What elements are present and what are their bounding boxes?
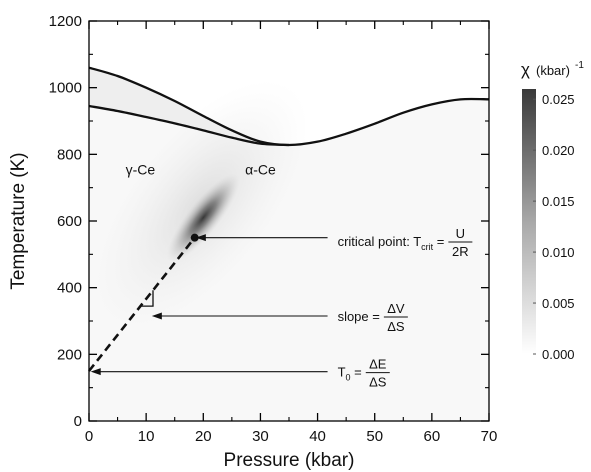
colorbar-tick-label: 0.000 [542, 347, 575, 362]
coexistence-region-fill [89, 67, 289, 145]
phase-boundary-lower [88, 104, 290, 147]
colorbar-tick-label: 0.010 [542, 245, 575, 260]
annotation-t0: T0 = ΔE ΔS [90, 357, 390, 390]
y-tick-label: 1200 [49, 13, 82, 30]
annotation-fraction-numerator: ΔE [369, 357, 387, 372]
slope-triangle-marker [140, 290, 154, 307]
region-label: α-Ce [245, 161, 276, 177]
x-tick-label: 60 [424, 428, 441, 445]
x-tick-label: 0 [85, 428, 93, 445]
critical-point-marker [190, 233, 199, 242]
colorbar-gradient [522, 89, 536, 354]
y-axis-title: Temperature (K) [8, 152, 29, 289]
colorbar-tick-label: 0.015 [542, 194, 575, 209]
x-tick-label: 10 [138, 428, 155, 445]
heatmap-susceptibility-peak [166, 173, 240, 262]
colorbar: χ (kbar) -1 0.0000.0050.0100.0150.0200.0… [521, 60, 584, 362]
y-tick-label: 0 [74, 413, 82, 430]
colorbar-ticks: 0.000 0.005 0.010 0.015 0.020 0.025 [533, 92, 575, 362]
annotation-fraction-denominator: ΔS [369, 375, 387, 390]
y-tick-label: 800 [57, 146, 82, 163]
annotation-arrow-head [90, 368, 101, 376]
annotation-label: critical point: Tcrit = [338, 234, 445, 252]
annotation-arrow-head [151, 312, 162, 320]
x-tick-label: 40 [309, 428, 326, 445]
region-label: γ-Ce [126, 161, 156, 177]
y-tick-label: 600 [57, 213, 82, 230]
annotation-arrow-head [195, 234, 206, 242]
colorbar-unit-exponent: -1 [575, 60, 584, 71]
x-axis-title: Pressure (kbar) [224, 450, 355, 471]
x-tick-label: 20 [195, 428, 212, 445]
y-axis-ticks: 0 200 400 600 800 1000 1200 [49, 13, 489, 430]
y-tick-label: 400 [57, 280, 82, 297]
x-tick-label: 70 [481, 428, 498, 445]
colorbar-tick-label: 0.025 [542, 92, 575, 107]
colorbar-tick-label: 0.005 [542, 296, 575, 311]
annotation-crit: critical point: Tcrit = U 2R [195, 226, 473, 259]
x-tick-label: 50 [366, 428, 383, 445]
annotation-fraction-denominator: ΔS [387, 319, 405, 334]
x-axis-ticks: 0 10 20 30 40 50 60 70 [85, 21, 498, 445]
colorbar-unit: (kbar) [536, 63, 570, 78]
colorbar-tick-label: 0.020 [542, 143, 575, 158]
x-tick-label: 30 [252, 428, 269, 445]
annotation-fraction-numerator: U [456, 226, 465, 241]
annotation-label: slope = [338, 309, 380, 324]
colorbar-title: χ [521, 60, 530, 79]
annotation-fraction-denominator: 2R [452, 244, 469, 259]
annotation-fraction-numerator: ΔV [387, 301, 405, 316]
region-labels: γ-Ce α-Ce [126, 161, 276, 177]
plot-area [89, 67, 489, 421]
annotation-label: T0 = [338, 365, 362, 383]
y-tick-label: 1000 [49, 80, 82, 97]
phase-lines [87, 66, 490, 372]
y-tick-label: 200 [57, 346, 82, 363]
first-order-transition-line [87, 236, 196, 372]
annotation-slope: slope = ΔV ΔS [151, 301, 408, 334]
